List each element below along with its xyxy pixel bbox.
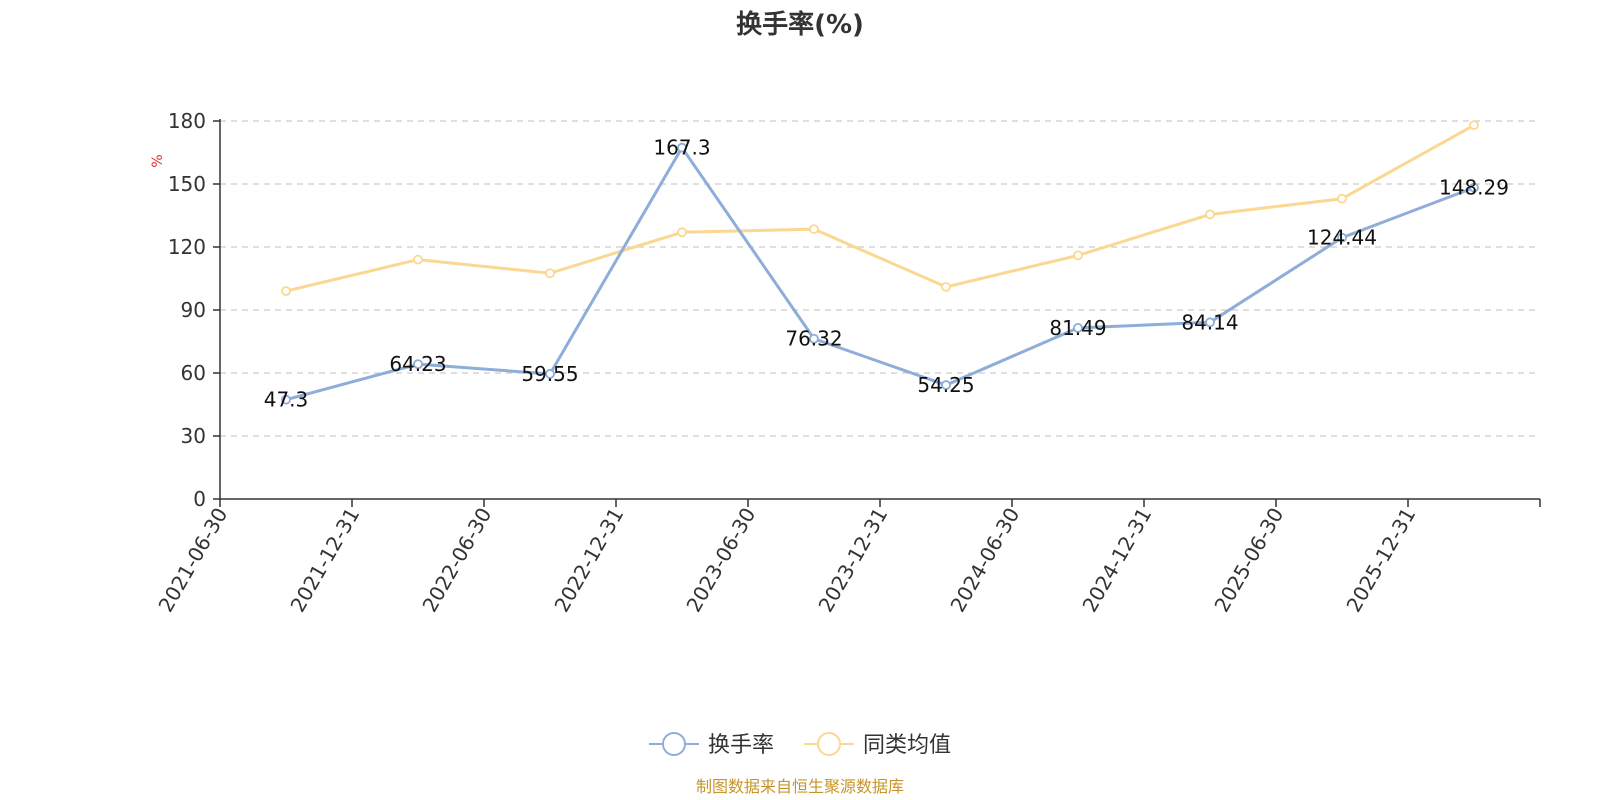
- data-point: [1073, 250, 1083, 261]
- x-tick-label: 2024-06-30: [945, 504, 1024, 617]
- axes: 0 30 60 90 120 150 180 2021-06-30 2021-12-31 2022…: [153, 109, 1541, 617]
- data-label: 84.14: [1181, 310, 1238, 334]
- data-point: [281, 286, 291, 297]
- y-tick-label: 120: [168, 235, 206, 259]
- x-tick-label: 2021-06-30: [153, 504, 232, 617]
- y-tick-label: 150: [168, 172, 206, 196]
- x-tick-label: 2025-12-31: [1341, 504, 1420, 617]
- data-label: 47.3: [264, 388, 309, 412]
- data-point: [1469, 120, 1479, 131]
- data-point: [1337, 193, 1347, 204]
- data-point: [1337, 232, 1347, 243]
- data-point: [413, 359, 423, 370]
- data-point: [545, 268, 555, 279]
- data-point: [809, 333, 819, 344]
- x-tick-label: 2022-06-30: [417, 504, 496, 617]
- data-label: 124.44: [1307, 226, 1377, 250]
- data-label: 76.32: [785, 327, 842, 351]
- data-label: 64.23: [389, 352, 446, 376]
- x-tick-label: 2023-12-31: [813, 504, 892, 617]
- data-point: [677, 227, 687, 238]
- legend[interactable]: 换手率 同类均值: [649, 732, 951, 758]
- data-label: 81.49: [1049, 316, 1106, 340]
- series-line: [284, 123, 1476, 293]
- data-point: [677, 142, 687, 153]
- legend-item[interactable]: 换手率: [649, 732, 774, 758]
- data-point: [1073, 322, 1083, 333]
- grid-lines: [220, 120, 1540, 437]
- x-tick-label: 2021-12-31: [285, 504, 364, 617]
- y-tick-label: 90: [181, 298, 206, 322]
- data-label: 148.29: [1439, 176, 1509, 200]
- legend-marker-icon: [817, 732, 841, 756]
- chart-title: 换手率(%): [736, 9, 864, 40]
- x-tick-label: 2022-12-31: [549, 504, 628, 617]
- data-label: 167.3: [653, 136, 710, 160]
- data-point: [413, 254, 423, 265]
- y-tick-label: 0: [193, 487, 206, 511]
- data-label: 59.55: [521, 362, 578, 386]
- legend-label: 同类均值: [863, 733, 951, 758]
- data-label: 54.25: [917, 373, 974, 397]
- data-point: [1205, 317, 1215, 328]
- legend-marker-icon: [662, 732, 686, 756]
- y-axis-unit-label: %: [150, 154, 166, 167]
- series-line: [284, 146, 1476, 402]
- x-tick-label: 2024-12-31: [1077, 504, 1156, 617]
- y-tick-label: 180: [168, 109, 206, 133]
- data-labels: 47.3 64.23 59.55 167.3 76.32 54.25 81.49 84.14 1…: [264, 136, 1509, 412]
- data-point: [941, 380, 951, 390]
- x-tick-label: 2025-06-30: [1209, 504, 1288, 617]
- data-point: [941, 281, 951, 292]
- data-source-note: 制图数据来自恒生聚源数据库: [696, 777, 904, 796]
- data-point: [1469, 182, 1479, 193]
- legend-item[interactable]: 同类均值: [804, 732, 951, 758]
- data-point: [545, 369, 555, 379]
- series-lines: [281, 120, 1479, 405]
- x-tick-label: 2023-06-30: [681, 504, 760, 617]
- y-tick-label: 60: [181, 361, 206, 385]
- data-point: [281, 394, 291, 405]
- y-tick-label: 30: [181, 424, 206, 448]
- data-point: [1205, 209, 1215, 220]
- data-point: [809, 224, 819, 235]
- legend-label: 换手率: [708, 733, 774, 758]
